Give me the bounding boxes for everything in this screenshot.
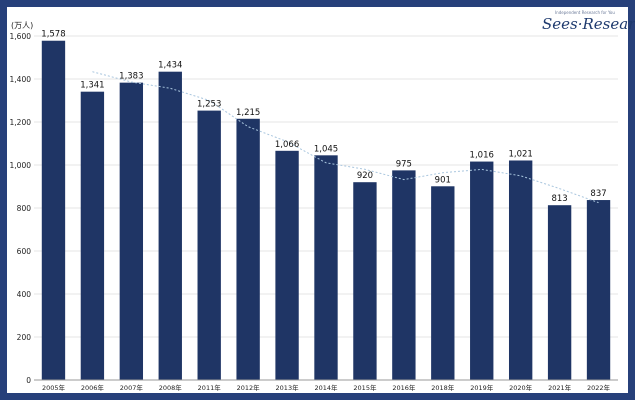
bar — [547, 205, 572, 380]
x-tick-label: 2018年 — [431, 383, 455, 392]
bar — [197, 110, 221, 380]
sees-research-logo: Sees·Research — [542, 15, 635, 33]
y-tick-label: 800 — [17, 204, 32, 213]
data-label: 837 — [590, 189, 606, 199]
trendline — [92, 71, 599, 204]
x-tick-label: 2019年 — [470, 383, 494, 392]
x-tick-label: 2022年 — [587, 383, 611, 392]
y-tick-label: 1,000 — [10, 161, 32, 170]
x-tick-label: 2008年 — [159, 383, 183, 392]
bar — [431, 186, 455, 380]
data-label: 1,045 — [314, 144, 338, 154]
data-label: 1,016 — [470, 151, 494, 161]
x-tick-label: 2016年 — [392, 383, 416, 392]
bar — [158, 71, 182, 380]
bar — [236, 118, 260, 381]
bar — [586, 200, 611, 380]
x-tick-label: 2011年 — [198, 383, 222, 392]
bar — [80, 91, 105, 380]
y-tick-label: 0 — [26, 376, 31, 385]
y-axis: 0 200 400 600 800 1,000 1,200 1,400 1,600 — [10, 32, 618, 385]
x-tick-label: 2021年 — [548, 383, 572, 392]
data-label: 1,341 — [80, 81, 104, 91]
data-label: 1,066 — [275, 140, 299, 150]
bar — [314, 155, 338, 380]
y-tick-label: 1,200 — [10, 118, 32, 127]
bar — [353, 182, 377, 380]
x-tick-label: 2012年 — [237, 383, 261, 392]
data-label: 1,021 — [508, 149, 532, 159]
x-tick-label: 2013年 — [276, 383, 300, 392]
data-label: 1,253 — [197, 100, 221, 110]
data-label: 1,578 — [41, 30, 65, 40]
bar — [508, 160, 533, 380]
y-tick-label: 1,600 — [10, 32, 32, 41]
logo-tagline: Independent Research for You — [555, 10, 615, 15]
data-label: 1,383 — [119, 72, 143, 82]
y-tick-label: 600 — [17, 247, 32, 256]
y-tick-label: 400 — [17, 290, 32, 299]
x-tick-label: 2014年 — [314, 383, 338, 392]
y-axis-unit-label: (万人) — [11, 21, 34, 30]
data-label: 1,215 — [236, 108, 260, 118]
x-tick-label: 2007年 — [120, 383, 144, 392]
trend-line — [92, 71, 599, 204]
bar — [470, 161, 494, 380]
bar — [41, 40, 66, 380]
bar — [392, 170, 416, 380]
data-label: 1,434 — [158, 61, 182, 71]
data-label: 975 — [396, 159, 412, 169]
bar — [119, 82, 144, 380]
bar-chart: 1,578 1,341 1,383 1,434 1,253 1,215 1,066 1,045… — [10, 30, 618, 392]
x-tick-label: 2015年 — [353, 383, 377, 392]
x-tick-label: 2006年 — [81, 383, 105, 392]
data-label: 813 — [551, 194, 567, 204]
data-label: 901 — [435, 175, 451, 185]
data-label: 920 — [357, 171, 373, 181]
x-tick-label: 2020年 — [509, 383, 533, 392]
x-axis: 2005年 2006年 2007年 2008年 2011年 2012年 2013年 2014年… — [42, 383, 611, 392]
data-labels: 1,578 1,341 1,383 1,434 1,253 1,215 1,066 1,045… — [41, 30, 606, 204]
y-tick-label: 200 — [17, 333, 32, 342]
y-tick-label: 1,400 — [10, 75, 32, 84]
x-tick-label: 2005年 — [42, 383, 66, 392]
bars — [41, 40, 611, 381]
bar — [275, 150, 299, 380]
